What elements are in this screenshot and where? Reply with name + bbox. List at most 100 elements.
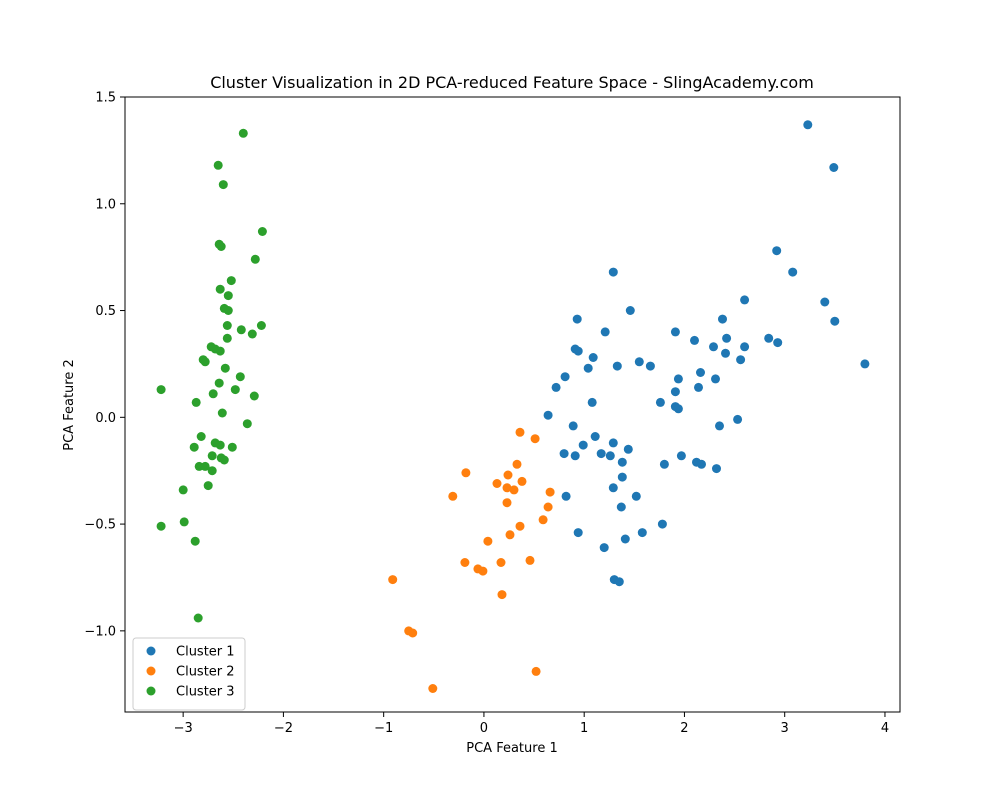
data-point xyxy=(214,378,224,388)
data-point xyxy=(673,404,683,414)
data-point xyxy=(492,479,502,488)
data-point xyxy=(655,397,665,407)
data-point xyxy=(659,459,669,469)
data-point xyxy=(215,440,225,450)
data-point xyxy=(545,487,555,497)
x-tick-label: −2 xyxy=(274,721,293,736)
data-point xyxy=(215,284,225,294)
data-point xyxy=(588,353,598,362)
chart-title: Cluster Visualization in 2D PCA-reduced … xyxy=(210,73,814,92)
data-point xyxy=(461,468,471,478)
data-point xyxy=(156,385,166,395)
y-tick-label: −1.0 xyxy=(84,624,116,639)
data-point xyxy=(617,472,627,482)
data-point xyxy=(634,357,644,367)
data-point xyxy=(608,438,618,448)
data-point xyxy=(712,464,721,474)
data-point xyxy=(208,389,218,399)
data-point xyxy=(213,160,223,170)
data-point xyxy=(215,346,225,356)
data-point xyxy=(830,316,840,326)
data-point xyxy=(736,355,746,365)
data-point xyxy=(620,534,630,544)
series-cluster-3 xyxy=(156,128,267,623)
legend-marker xyxy=(146,686,156,696)
data-points xyxy=(156,120,870,693)
data-point xyxy=(590,432,600,441)
data-point xyxy=(189,442,199,452)
data-point xyxy=(223,306,233,315)
data-point xyxy=(249,391,259,401)
data-point xyxy=(670,387,680,397)
data-point xyxy=(196,432,206,441)
data-point xyxy=(718,314,727,324)
data-point xyxy=(200,357,210,367)
data-point xyxy=(496,558,506,567)
data-point xyxy=(715,421,724,431)
data-point xyxy=(740,342,750,352)
data-point xyxy=(616,502,626,512)
data-point xyxy=(773,338,783,348)
data-point xyxy=(645,361,655,371)
data-point xyxy=(179,517,189,527)
data-point xyxy=(559,449,569,459)
data-point xyxy=(236,325,246,335)
data-point xyxy=(219,455,229,465)
data-point xyxy=(512,459,522,469)
data-point xyxy=(625,306,635,315)
data-point xyxy=(617,457,627,467)
data-point xyxy=(200,461,210,471)
data-point xyxy=(256,321,266,330)
y-tick-label: 0.0 xyxy=(95,411,116,426)
data-point xyxy=(428,684,438,693)
data-point xyxy=(860,359,870,369)
data-point xyxy=(525,555,535,565)
data-point xyxy=(573,528,583,538)
data-point xyxy=(608,483,618,493)
data-point xyxy=(478,566,488,576)
data-point xyxy=(530,434,540,444)
data-point xyxy=(587,397,597,407)
data-point xyxy=(623,444,633,454)
data-point xyxy=(543,502,553,512)
data-point xyxy=(560,372,570,382)
data-point xyxy=(227,442,237,452)
data-point xyxy=(788,267,798,277)
data-point xyxy=(608,267,618,277)
data-point xyxy=(408,628,418,638)
y-tick-label: 0.5 xyxy=(95,304,116,319)
data-point xyxy=(388,575,398,585)
legend: Cluster 1 Cluster 2 Cluster 3 xyxy=(132,637,246,711)
data-point xyxy=(207,466,217,476)
data-point xyxy=(247,329,257,339)
data-point xyxy=(561,491,571,501)
legend-marker xyxy=(146,646,156,656)
data-point xyxy=(222,333,232,343)
legend-box xyxy=(132,637,246,711)
data-point xyxy=(583,363,593,373)
x-tick-label: 3 xyxy=(781,721,789,736)
y-tick-label: 1.0 xyxy=(95,197,116,212)
data-point xyxy=(570,451,580,461)
data-point xyxy=(631,491,641,501)
plot-area-frame xyxy=(124,96,901,713)
data-point xyxy=(772,246,782,256)
data-point xyxy=(190,536,200,546)
data-point xyxy=(250,254,260,264)
data-point xyxy=(543,410,553,420)
y-tick-label: −0.5 xyxy=(84,518,116,533)
data-point xyxy=(220,363,230,373)
data-point xyxy=(217,408,227,418)
data-point xyxy=(637,528,647,538)
data-point xyxy=(515,521,525,531)
series-cluster-2 xyxy=(388,427,555,693)
data-point xyxy=(193,613,203,623)
data-point xyxy=(820,297,830,307)
data-point xyxy=(497,590,507,600)
data-point xyxy=(612,361,622,371)
data-point xyxy=(578,440,588,450)
y-axis-label: PCA Feature 2 xyxy=(62,359,77,450)
data-point xyxy=(673,374,683,384)
data-point xyxy=(696,368,705,377)
